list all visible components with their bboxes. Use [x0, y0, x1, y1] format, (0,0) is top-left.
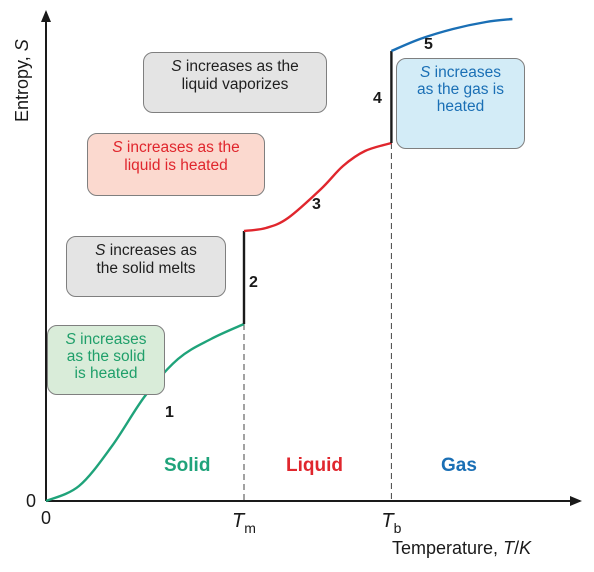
segment-number-4: 4 [373, 90, 382, 107]
callout-liquid-heated: S increases as the liquid is heated [87, 133, 265, 196]
callout-text: increases as the [181, 58, 299, 75]
solid-heating-curve [45, 322, 245, 503]
callout-line: S increases as the [88, 139, 264, 157]
segment-number-2: 2 [249, 274, 258, 291]
callout-text: liquid vaporizes [181, 76, 289, 93]
callout-line: S increases [397, 64, 524, 81]
callout-text: the solid melts [96, 260, 196, 277]
callout-liquid-vaporizes: S increases as the liquid vaporizes [143, 52, 327, 113]
callout-solid-melts: S increases as the solid melts [66, 236, 226, 297]
segment-number-5: 5 [424, 36, 433, 53]
callout-gas-heated: S increases as the gas is heated [396, 58, 525, 149]
y-axis-label: Entropy, S [12, 39, 32, 122]
region-label-solid: Solid [164, 455, 210, 476]
callout-text: increases as [105, 242, 197, 259]
callout-text: as the solid [66, 348, 146, 365]
x-axis-label: Temperature, T/K [392, 538, 532, 558]
entropy-symbol: S [171, 58, 182, 75]
region-label-gas: Gas [441, 455, 477, 476]
entropy-symbol: S [65, 331, 76, 348]
callout-line: S increases as [67, 242, 225, 260]
region-label-liquid: Liquid [286, 455, 343, 476]
segment-number-3: 3 [312, 196, 321, 213]
boiling-point-tick-label: Tb [381, 510, 401, 536]
callout-solid-heated: S increases as the solid is heated [47, 325, 165, 395]
origin-y-label: 0 [26, 491, 36, 511]
callout-text: increases [430, 64, 501, 81]
callout-line: S increases as the [144, 58, 326, 76]
segment-number-1: 1 [165, 404, 174, 421]
gas-heating-curve [390, 17, 513, 53]
entropy-symbol: S [95, 242, 106, 259]
callout-text: heated [436, 98, 485, 115]
callout-line: S increases [48, 331, 164, 348]
liquid-heating-curve [243, 141, 392, 233]
entropy-symbol: S [420, 64, 431, 81]
melting-point-tick-label: Tm [232, 510, 256, 536]
callout-text: liquid is heated [124, 157, 228, 174]
entropy-symbol: S [112, 139, 123, 156]
callout-text: is heated [74, 365, 138, 382]
callout-text: as the gas is [416, 81, 505, 98]
callout-text: increases [75, 331, 147, 348]
origin-x-label: 0 [41, 508, 51, 528]
callout-text: increases as the [122, 139, 240, 156]
